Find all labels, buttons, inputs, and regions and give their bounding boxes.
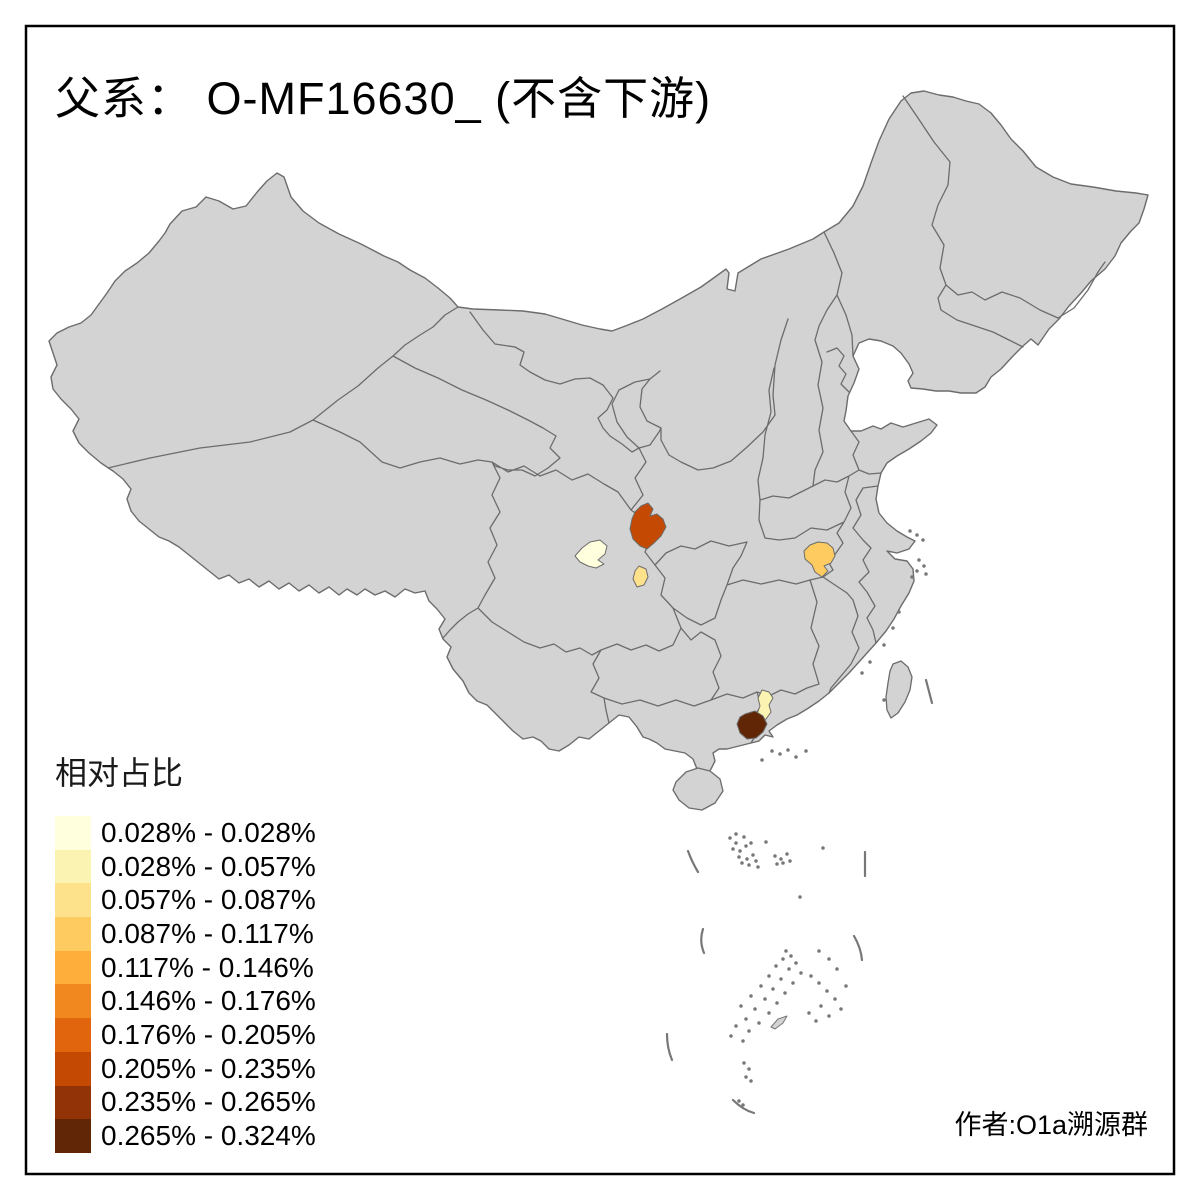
legend-item: 0.087% - 0.117% (55, 917, 316, 951)
legend-label: 0.235% - 0.265% (101, 1086, 316, 1118)
legend-swatch (55, 950, 91, 985)
legend-swatch (55, 1051, 91, 1086)
scs-islet (770, 1015, 788, 1030)
hainan-island (672, 767, 724, 811)
central-sichuan-highlight (632, 565, 649, 588)
west-guangdong-highlight (736, 710, 768, 740)
legend-item: 0.146% - 0.176% (55, 984, 316, 1019)
legend-swatch (55, 1018, 91, 1052)
figure-border (24, 24, 1176, 1176)
legend-swatch (55, 984, 91, 1019)
taiwan-island (885, 660, 913, 719)
attribution: 作者:O1a溯源群 (954, 1110, 1148, 1140)
mainland-china (48, 90, 1149, 788)
east-hubei-highlight (803, 541, 836, 578)
legend-label: 0.028% - 0.028% (101, 816, 316, 848)
south-gansu-highlight (629, 502, 667, 550)
legend-label: 0.057% - 0.087% (101, 884, 316, 916)
legend-swatch (55, 849, 91, 884)
west-sichuan-highlight (574, 539, 608, 569)
central-guangdong-highlight (756, 689, 774, 723)
legend-swatch (55, 917, 91, 951)
legend-label: 0.176% - 0.205% (101, 1018, 316, 1050)
legend-item: 0.176% - 0.205% (55, 1018, 316, 1052)
legend-item: 0.028% - 0.057% (55, 849, 316, 884)
province-borders (107, 95, 1106, 744)
legend-label: 0.146% - 0.176% (101, 985, 316, 1017)
legend-swatch (55, 883, 91, 918)
legend-swatch (55, 1119, 91, 1153)
legend-items: 0.028% - 0.028% 0.028% - 0.057% 0.057% -… (55, 816, 316, 1153)
legend-item: 0.265% - 0.324% (55, 1119, 316, 1153)
legend-item: 0.028% - 0.028% (55, 816, 316, 850)
legend-item: 0.235% - 0.265% (55, 1085, 316, 1120)
legend-label: 0.028% - 0.057% (101, 850, 316, 882)
legend-item: 0.057% - 0.087% (55, 883, 316, 918)
figure-title: 父系： O-MF16630_ (不含下游) (55, 73, 712, 124)
legend-swatch (55, 1085, 91, 1120)
legend-label: 0.117% - 0.146% (101, 951, 314, 983)
legend-title: 相对占比 (55, 755, 184, 791)
legend: 相对占比 0.028% - 0.028% 0.028% - 0.057% 0.0… (55, 748, 316, 1153)
legend-label: 0.265% - 0.324% (101, 1120, 316, 1152)
legend-item: 0.117% - 0.146% (55, 950, 316, 985)
nine-dash-line-segments (665, 678, 934, 1115)
legend-item: 0.205% - 0.235% (55, 1051, 316, 1086)
island-dots (728, 529, 928, 1107)
legend-label: 0.087% - 0.117% (101, 917, 314, 949)
legend-label: 0.205% - 0.235% (101, 1052, 316, 1084)
legend-swatch (55, 816, 91, 850)
